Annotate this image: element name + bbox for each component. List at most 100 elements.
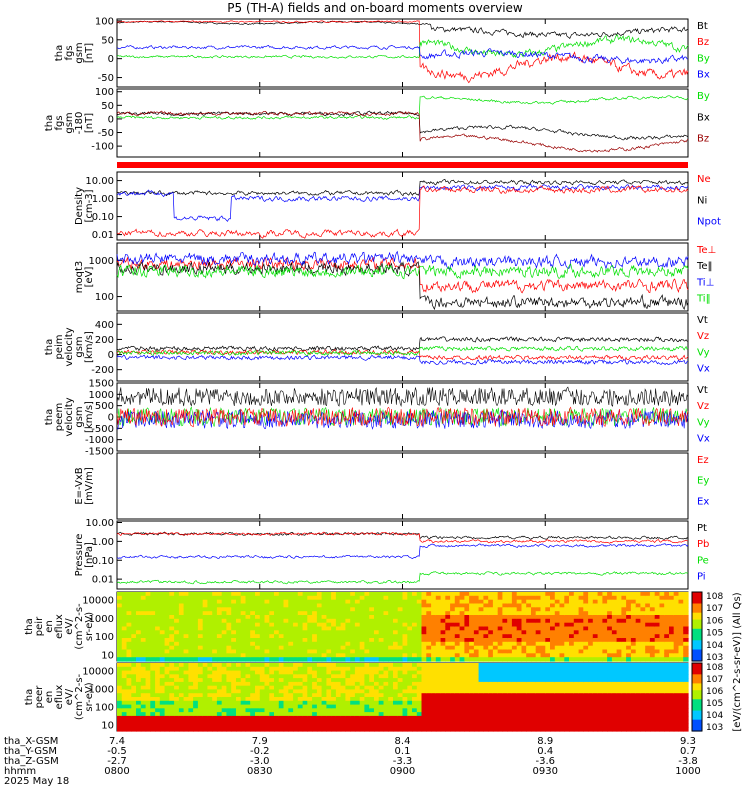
spec-cell — [435, 634, 442, 639]
spec-cell — [445, 700, 451, 706]
spec-cell — [450, 689, 456, 694]
spec-cell — [459, 663, 465, 668]
spec-cell — [502, 607, 508, 612]
spec-cell — [550, 719, 556, 725]
spec-cell — [669, 592, 675, 597]
spec-cell — [540, 704, 546, 709]
spec-cell — [174, 634, 180, 639]
spec-cell — [226, 645, 232, 651]
spec-cell — [592, 653, 599, 658]
spec-cell — [545, 611, 551, 616]
spec-cell — [283, 723, 289, 728]
spec-cell — [488, 693, 494, 698]
spec-cell — [626, 697, 632, 702]
spec-cell — [274, 641, 280, 647]
spec-cell — [283, 719, 289, 725]
spec-cell — [383, 712, 389, 717]
ylabel-line-9-5: (cm^2-s- — [74, 673, 85, 720]
spec-cell — [654, 626, 661, 631]
spec-cell — [321, 618, 327, 624]
spec-cell — [564, 595, 570, 601]
spec-cell — [431, 704, 437, 709]
spec-cell — [588, 689, 594, 694]
spec-cell — [231, 611, 237, 616]
spec-cell — [207, 681, 213, 687]
spec-cell — [193, 622, 199, 628]
spec-cell — [402, 681, 408, 687]
spec-cell — [607, 674, 613, 679]
spec-cell — [535, 723, 542, 728]
spec-cell — [326, 626, 332, 631]
spec-cell — [407, 723, 413, 728]
spec-cell — [136, 599, 142, 605]
spec-cell — [212, 618, 218, 624]
spec-cell — [169, 618, 175, 624]
spec-cell — [240, 663, 247, 668]
spec-cell — [483, 704, 489, 709]
spec-cell — [416, 607, 423, 612]
spec-cell — [445, 638, 451, 643]
spec-cell — [473, 681, 480, 687]
spec-cell — [516, 615, 523, 620]
spec-cell — [654, 595, 661, 601]
spec-cell — [388, 678, 394, 683]
ylabel-line-7-0: Pressure — [74, 534, 85, 577]
spec-cell — [354, 649, 361, 654]
spec-cell — [383, 645, 389, 651]
spec-cell — [169, 626, 175, 631]
spec-cell — [402, 607, 408, 612]
spec-cell — [193, 638, 199, 643]
spec-cell — [293, 607, 299, 612]
spec-cell — [440, 685, 446, 691]
spec-cell — [554, 630, 561, 635]
spec-cell — [464, 592, 470, 597]
spec-cell — [611, 649, 618, 654]
spec-cell — [507, 693, 513, 698]
spec-cell — [602, 641, 608, 647]
spec-cell — [592, 599, 599, 605]
spec-cell — [335, 611, 342, 616]
spec-cell — [445, 630, 451, 635]
spec-cell — [121, 727, 128, 732]
spec-cell — [354, 653, 361, 658]
spec-cell — [221, 599, 228, 605]
legend-3-1: Te‖ — [696, 261, 713, 272]
spec-cell — [178, 595, 185, 601]
spec-cell — [497, 700, 504, 706]
spec-cell — [550, 712, 556, 717]
spec-cell — [564, 618, 570, 624]
spec-cell — [473, 641, 480, 647]
spec-cell — [616, 653, 622, 658]
spec-cell — [345, 645, 351, 651]
spec-cell — [602, 685, 608, 691]
spec-cell — [526, 704, 532, 709]
spec-cell — [307, 663, 313, 668]
spec-cell — [626, 607, 632, 612]
spec-cell — [302, 622, 308, 628]
ylabel-line-5-2: velocity — [64, 397, 75, 436]
spec-cell — [535, 595, 542, 601]
spec-cell — [497, 630, 504, 635]
spec-cell — [226, 603, 232, 608]
spec-cell — [388, 595, 394, 601]
spec-cell — [231, 657, 237, 662]
spec-cell — [421, 663, 427, 668]
spec-cell — [569, 719, 575, 725]
spec-cell — [431, 723, 437, 728]
ytick-label-5-1: 1000 — [89, 390, 114, 401]
spec-cell — [140, 592, 147, 597]
spec-cell — [212, 700, 218, 706]
spec-cell — [630, 704, 637, 709]
spec-cell — [164, 715, 170, 721]
spec-cell — [588, 681, 594, 687]
spec-cell — [236, 693, 242, 698]
ytick-label-1-4: -100 — [91, 142, 114, 153]
colorbar-cell — [692, 687, 702, 691]
ylabel-line-8-3: eflux — [54, 614, 65, 639]
spec-cell — [407, 599, 413, 605]
series-ti-perp — [116, 250, 689, 270]
spec-cell — [145, 641, 151, 647]
spec-cell — [673, 630, 680, 635]
spec-cell — [502, 630, 508, 635]
spec-cell — [354, 681, 361, 687]
